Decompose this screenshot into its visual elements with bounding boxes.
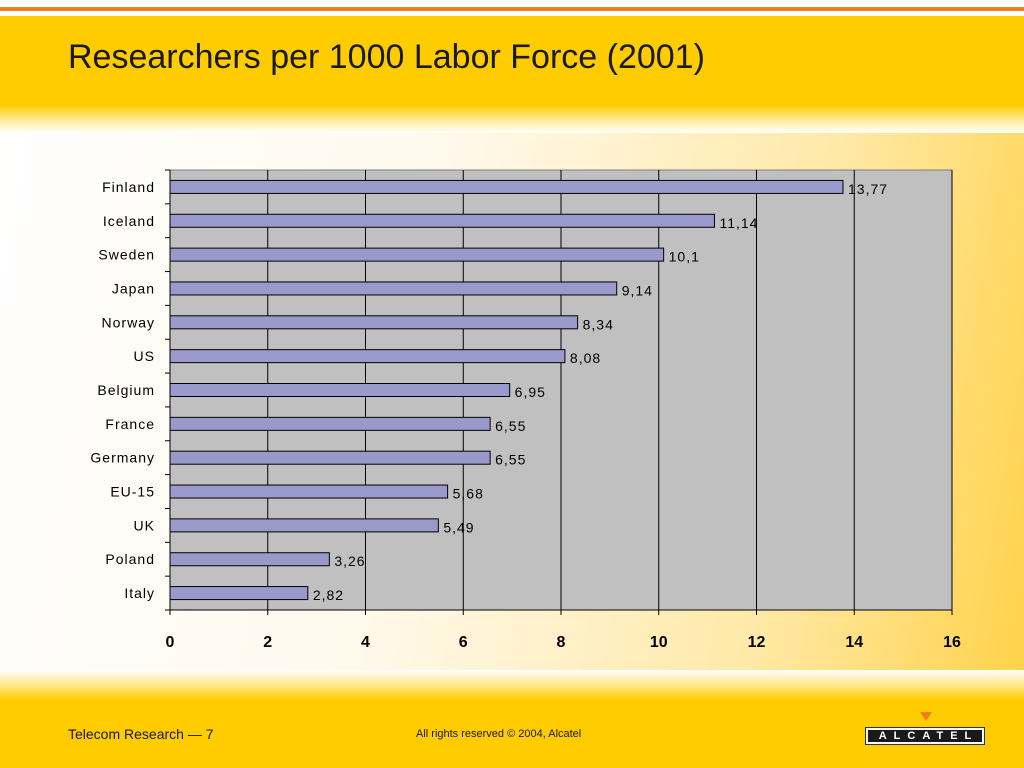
category-label: Poland: [105, 551, 155, 567]
x-tick-label: 10: [650, 634, 668, 651]
value-label: 8,08: [570, 350, 601, 366]
value-label: 8,34: [583, 316, 614, 332]
category-label: Germany: [90, 450, 155, 466]
value-label: 5,68: [453, 486, 484, 502]
footer-slide-label: Telecom Research — 7: [68, 726, 214, 742]
value-label: 9,14: [622, 282, 653, 298]
value-label: 10,1: [669, 249, 700, 265]
bar-japan: [169, 281, 618, 296]
bar-poland: [169, 552, 330, 567]
bar-iceland: [169, 213, 715, 228]
category-label: Japan: [112, 280, 155, 296]
category-label: Norway: [102, 314, 155, 330]
bar-france: [169, 416, 491, 431]
x-tick-label: 12: [748, 634, 766, 651]
x-tick-label: 14: [845, 634, 863, 651]
x-tick-label: 16: [943, 634, 961, 651]
top-accent-line: [0, 7, 1024, 11]
slide-title: Researchers per 1000 Labor Force (2001): [68, 38, 705, 76]
category-label: UK: [134, 517, 155, 533]
value-label: 5,49: [443, 519, 474, 535]
footer-copyright: All rights reserved © 2004, Alcatel: [416, 728, 582, 740]
header-band: [0, 16, 1024, 116]
x-tick-label: 0: [166, 634, 175, 651]
alcatel-logo: ALCATEL: [865, 727, 985, 745]
top-stripe: [0, 0, 1024, 8]
bar-germany: [169, 450, 491, 465]
value-label: 2,82: [313, 587, 344, 603]
x-tick-label: 2: [263, 634, 272, 651]
category-label: Iceland: [103, 213, 155, 229]
value-label: 3,26: [334, 553, 365, 569]
value-label: 6,95: [515, 384, 546, 400]
category-label: US: [134, 348, 155, 364]
bar-norway: [169, 315, 579, 330]
footer-fade: [0, 670, 1024, 700]
value-label: 11,14: [719, 215, 758, 231]
bar-finland: [169, 179, 844, 194]
category-label: Italy: [124, 585, 155, 601]
category-label: Finland: [102, 179, 155, 195]
header-fade: [0, 105, 1024, 133]
x-tick-label: 4: [361, 634, 370, 651]
logo-text: ALCATEL: [868, 730, 982, 742]
category-label: France: [105, 416, 155, 432]
bar-eu-15: [169, 484, 449, 499]
value-label: 13,77: [848, 181, 888, 197]
bar-italy: [169, 586, 309, 601]
bar-uk: [169, 518, 439, 533]
bar-belgium: [169, 383, 511, 397]
logo-arrow-icon: [920, 712, 932, 721]
x-tick-label: 6: [459, 634, 468, 651]
bar-us: [169, 349, 566, 364]
category-label: Belgium: [97, 382, 155, 398]
footer-band: [0, 698, 1024, 768]
value-label: 6,55: [495, 452, 526, 468]
bar-sweden: [169, 247, 665, 262]
category-label: Sweden: [98, 247, 155, 263]
x-tick-label: 8: [557, 634, 566, 651]
value-label: 6,55: [495, 418, 526, 434]
category-label: EU-15: [110, 484, 155, 500]
